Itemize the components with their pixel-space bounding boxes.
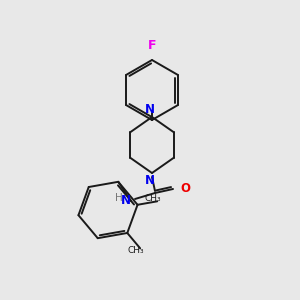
Text: O: O [180, 182, 190, 196]
Text: CH₃: CH₃ [128, 246, 145, 255]
Text: H: H [115, 193, 123, 203]
Text: N: N [145, 174, 155, 187]
Text: N: N [145, 103, 155, 116]
Text: CH₃: CH₃ [145, 194, 162, 203]
Text: N: N [121, 194, 131, 208]
Text: F: F [148, 39, 156, 52]
